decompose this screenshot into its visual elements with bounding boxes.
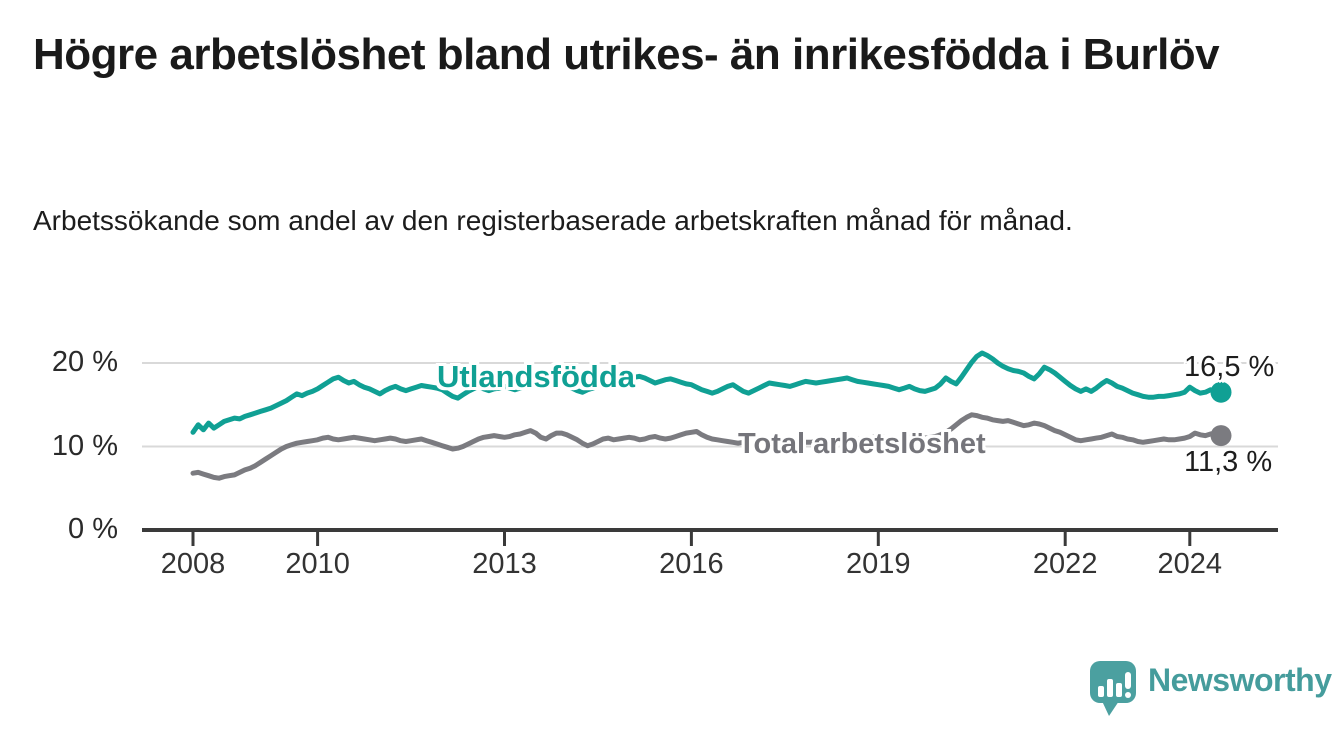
x-axis-label-2022: 2022 xyxy=(1032,548,1098,580)
line-utlandsf-dda xyxy=(190,350,1224,435)
page-subtitle: Arbetssökande som andel av den registerb… xyxy=(33,205,1073,236)
end-value-label-total: 11,3 % xyxy=(1184,446,1273,478)
end-value-label-utlandsfodda: 16,5 % xyxy=(1184,351,1275,383)
x-axis-label-2008: 2008 xyxy=(160,548,226,580)
series-label-total-arbetsloshet: Total arbetslöshet xyxy=(738,428,986,460)
newsworthy-wordmark: Newsworthy xyxy=(1148,662,1332,698)
y-axis-label-10: 10 % xyxy=(51,429,118,462)
x-axis-label-2010: 2010 xyxy=(285,548,350,580)
x-axis-label-2019: 2019 xyxy=(846,548,911,580)
y-axis-label-0: 0 % xyxy=(68,513,118,545)
x-axis-label-2013: 2013 xyxy=(472,548,537,580)
line-total-arbetsl-shet xyxy=(190,412,1224,481)
bar-chart-speech-bubble-icon xyxy=(1090,661,1136,716)
page-title: Högre arbetslöshet bland utrikes- än inr… xyxy=(33,30,1220,79)
series-label-utlandsfodda: Utlandsfödda xyxy=(437,359,636,394)
end-dot-utlandsf-dda xyxy=(1210,381,1232,403)
end-dot-total-arbetsl-shet xyxy=(1210,425,1232,447)
x-axis-label-2024: 2024 xyxy=(1157,548,1223,580)
y-axis-label-20: 20 % xyxy=(51,346,118,378)
x-axis-label-2016: 2016 xyxy=(659,548,724,580)
newsworthy-logo: Newsworthy xyxy=(1088,659,1332,717)
